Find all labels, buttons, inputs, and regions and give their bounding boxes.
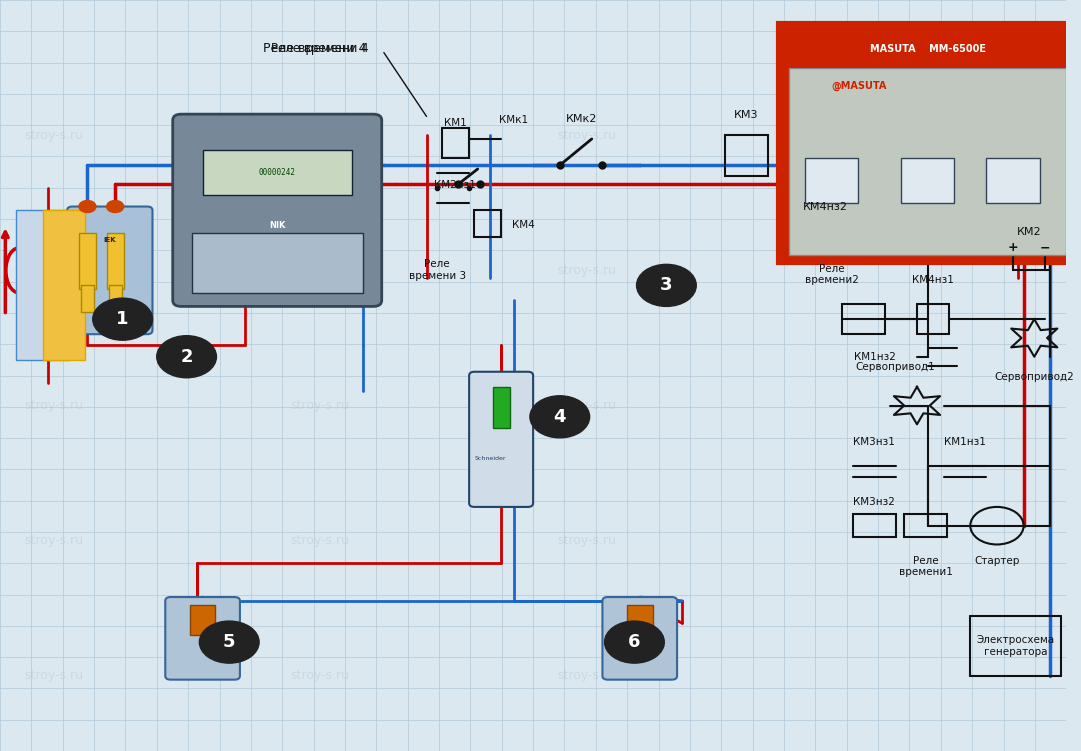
Bar — [805, 158, 858, 203]
Text: stroy-s.ru: stroy-s.ru — [291, 534, 349, 547]
Text: Schneider: Schneider — [475, 456, 507, 460]
Text: КМ2нз1: КМ2нз1 — [435, 180, 477, 190]
FancyBboxPatch shape — [602, 597, 677, 680]
Text: stroy-s.ru: stroy-s.ru — [24, 399, 83, 412]
Text: Реле
времени 3: Реле времени 3 — [409, 259, 466, 281]
Text: Реле времени 4: Реле времени 4 — [263, 42, 366, 56]
Text: IEK: IEK — [656, 644, 666, 648]
Text: stroy-s.ru: stroy-s.ru — [24, 534, 83, 547]
Text: Реле времени 4: Реле времени 4 — [271, 42, 369, 56]
Text: КМк2: КМк2 — [565, 114, 597, 124]
Bar — [1013, 240, 1045, 270]
Text: stroy-s.ru: stroy-s.ru — [291, 128, 349, 142]
Text: КМ3: КМ3 — [734, 110, 759, 120]
Bar — [986, 158, 1040, 203]
FancyBboxPatch shape — [469, 372, 533, 507]
FancyBboxPatch shape — [173, 114, 382, 306]
Text: stroy-s.ru: stroy-s.ru — [24, 264, 83, 277]
Text: @MASUTA: @MASUTA — [831, 81, 888, 92]
Text: КМк1: КМк1 — [499, 115, 529, 125]
Bar — [42, 210, 85, 360]
Circle shape — [199, 621, 259, 663]
Text: IEK: IEK — [104, 237, 116, 243]
Text: 00000242: 00000242 — [258, 168, 296, 177]
Circle shape — [637, 264, 696, 306]
Text: Реле
времени2: Реле времени2 — [804, 264, 858, 285]
Text: 3: 3 — [660, 276, 672, 294]
Text: stroy-s.ru: stroy-s.ru — [24, 128, 83, 142]
Text: −: − — [1040, 241, 1050, 255]
Text: КМ4нз1: КМ4нз1 — [912, 276, 953, 285]
Text: stroy-s.ru: stroy-s.ru — [557, 399, 616, 412]
Circle shape — [79, 201, 96, 213]
Bar — [904, 514, 947, 537]
Text: КМ2: КМ2 — [1016, 227, 1041, 237]
Bar — [900, 158, 955, 203]
Text: stroy-s.ru: stroy-s.ru — [291, 264, 349, 277]
Bar — [789, 68, 1066, 255]
Circle shape — [530, 396, 589, 438]
Text: NIK: NIK — [269, 221, 285, 230]
Text: MASUTA    MM-6500E: MASUTA MM-6500E — [869, 44, 986, 54]
Bar — [16, 210, 69, 360]
Circle shape — [93, 298, 152, 340]
Text: 5: 5 — [223, 633, 236, 651]
Bar — [107, 233, 123, 289]
Text: stroy-s.ru: stroy-s.ru — [24, 669, 83, 683]
Text: stroy-s.ru: stroy-s.ru — [557, 534, 616, 547]
Text: Сервопривод2: Сервопривод2 — [995, 372, 1075, 382]
Text: Электросхема
генератора: Электросхема генератора — [976, 635, 1055, 656]
Bar — [202, 150, 351, 195]
Text: 1: 1 — [117, 310, 129, 328]
Bar — [190, 605, 215, 635]
Text: stroy-s.ru: stroy-s.ru — [557, 128, 616, 142]
Text: stroy-s.ru: stroy-s.ru — [557, 264, 616, 277]
Text: КМ4: КМ4 — [511, 220, 534, 231]
Text: 2: 2 — [181, 348, 192, 366]
Text: +: + — [1007, 241, 1018, 255]
Text: КМ3нз1: КМ3нз1 — [853, 437, 895, 447]
Bar — [493, 387, 509, 428]
Text: КМ3нз2: КМ3нз2 — [853, 497, 895, 507]
Text: КМ4нз2: КМ4нз2 — [803, 201, 848, 212]
Text: IEK: IEK — [218, 644, 228, 648]
Bar — [109, 285, 121, 312]
Text: 6: 6 — [628, 633, 641, 651]
Bar — [442, 128, 469, 158]
FancyBboxPatch shape — [67, 207, 152, 334]
Bar — [627, 605, 653, 635]
Circle shape — [107, 201, 123, 213]
Bar — [475, 210, 502, 237]
FancyBboxPatch shape — [165, 597, 240, 680]
Text: stroy-s.ru: stroy-s.ru — [291, 399, 349, 412]
Bar — [79, 233, 96, 289]
Bar — [725, 135, 768, 176]
Text: Сервопривод1: Сервопривод1 — [856, 362, 935, 372]
Text: Стартер: Стартер — [974, 556, 1019, 566]
Bar — [81, 285, 94, 312]
Text: Реле
времени1: Реле времени1 — [898, 556, 952, 578]
Bar — [842, 304, 885, 334]
Bar — [778, 23, 1077, 263]
Text: stroy-s.ru: stroy-s.ru — [557, 669, 616, 683]
Circle shape — [157, 336, 216, 378]
Text: stroy-s.ru: stroy-s.ru — [291, 669, 349, 683]
Circle shape — [604, 621, 665, 663]
Bar — [789, 30, 1066, 68]
Bar — [853, 514, 896, 537]
Text: КМ1нз1: КМ1нз1 — [944, 437, 986, 447]
Text: КМ1нз2: КМ1нз2 — [854, 351, 896, 362]
Bar — [192, 233, 362, 293]
Text: КМ1: КМ1 — [444, 118, 467, 128]
Text: 4: 4 — [553, 408, 566, 426]
